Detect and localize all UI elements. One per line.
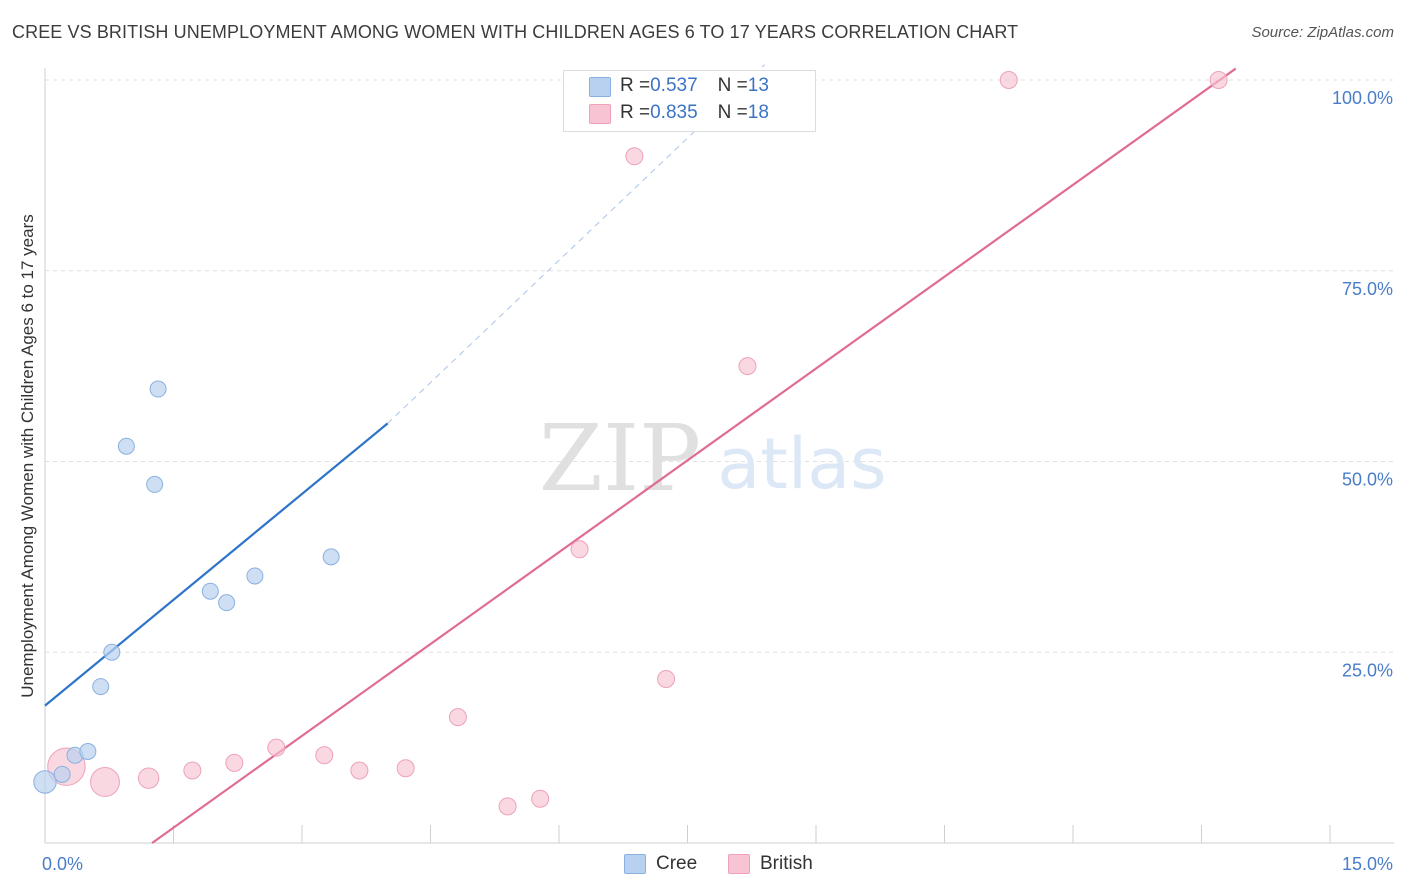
british-point — [90, 767, 120, 797]
british-swatch — [589, 104, 611, 124]
legend-row-cree: R = 0.537 N = 13 — [589, 74, 769, 98]
cree-point — [33, 770, 57, 794]
british-point — [570, 540, 589, 559]
y-tick-label: 75.0% — [1342, 279, 1393, 299]
y-tick-label: 25.0% — [1342, 660, 1393, 680]
cree-point — [103, 643, 121, 661]
x-tick-label: 15.0% — [1342, 854, 1393, 874]
cree-point — [92, 678, 110, 696]
data-points — [33, 71, 1228, 816]
legend-r-label: R = — [620, 75, 651, 96]
tick-labels: 25.0% 50.0% 75.0% 100.0% 0.0% 15.0% — [42, 88, 1393, 874]
british-point — [396, 759, 415, 778]
y-tick-label: 100.0% — [1332, 88, 1393, 108]
british-point — [657, 669, 676, 688]
british-point — [531, 789, 550, 808]
legend-item-cree: Cree — [624, 851, 697, 877]
cree-point — [146, 475, 164, 493]
y-tick-label: 50.0% — [1342, 470, 1393, 490]
cree-legend-swatch — [624, 854, 646, 874]
watermark: ZIP atlas — [539, 405, 887, 512]
british-point — [315, 746, 334, 765]
legend-n-label: N = — [717, 102, 748, 123]
british-point — [267, 738, 286, 757]
british-point — [448, 708, 467, 727]
legend-r-value-cree: 0.537 — [650, 75, 698, 96]
british-point — [350, 761, 369, 780]
legend-label-british: British — [760, 853, 813, 874]
watermark-atlas: atlas — [717, 423, 886, 505]
legend-r-value-british: 0.835 — [650, 102, 698, 123]
british-legend-swatch — [728, 854, 750, 874]
watermark-zip: ZIP — [539, 405, 701, 512]
y-axis-label: Unemployment Among Women with Children A… — [18, 214, 37, 698]
legend-n-value-cree: 13 — [747, 75, 769, 96]
cree-point — [246, 567, 264, 585]
british-point — [1209, 71, 1228, 89]
british-point — [625, 147, 644, 166]
legend-item-british: British — [728, 851, 813, 877]
british-point — [999, 71, 1018, 89]
legend-r-label: R = — [620, 102, 651, 123]
british-point — [183, 761, 202, 780]
cree-point — [201, 582, 219, 600]
chart-title: CREE VS BRITISH UNEMPLOYMENT AMONG WOMEN… — [12, 22, 1019, 42]
british-point — [738, 357, 757, 376]
cree-point — [117, 437, 135, 455]
cree-point — [53, 765, 71, 783]
british-point — [498, 797, 517, 816]
british-point — [137, 767, 160, 789]
legend-n-value-british: 18 — [747, 102, 769, 123]
cree-point — [79, 742, 97, 760]
legend-row-british: R = 0.835 N = 18 — [589, 101, 769, 125]
source-label: Source: ZipAtlas.com — [1251, 24, 1394, 41]
cree-point — [322, 548, 340, 566]
cree-point — [218, 594, 236, 612]
x-tick-label: 0.0% — [42, 854, 83, 874]
cree-trend-line — [44, 422, 389, 707]
british-trend-line — [151, 67, 1237, 844]
cree-point — [149, 380, 167, 398]
cree-swatch — [589, 77, 611, 97]
correlation-legend: R = 0.537 N = 13 R = 0.835 N = 18 — [563, 70, 816, 132]
legend-label-cree: Cree — [656, 853, 698, 874]
axes — [44, 68, 1394, 844]
british-point — [225, 753, 244, 772]
gridlines — [45, 79, 1394, 653]
legend-n-label: N = — [717, 75, 748, 96]
